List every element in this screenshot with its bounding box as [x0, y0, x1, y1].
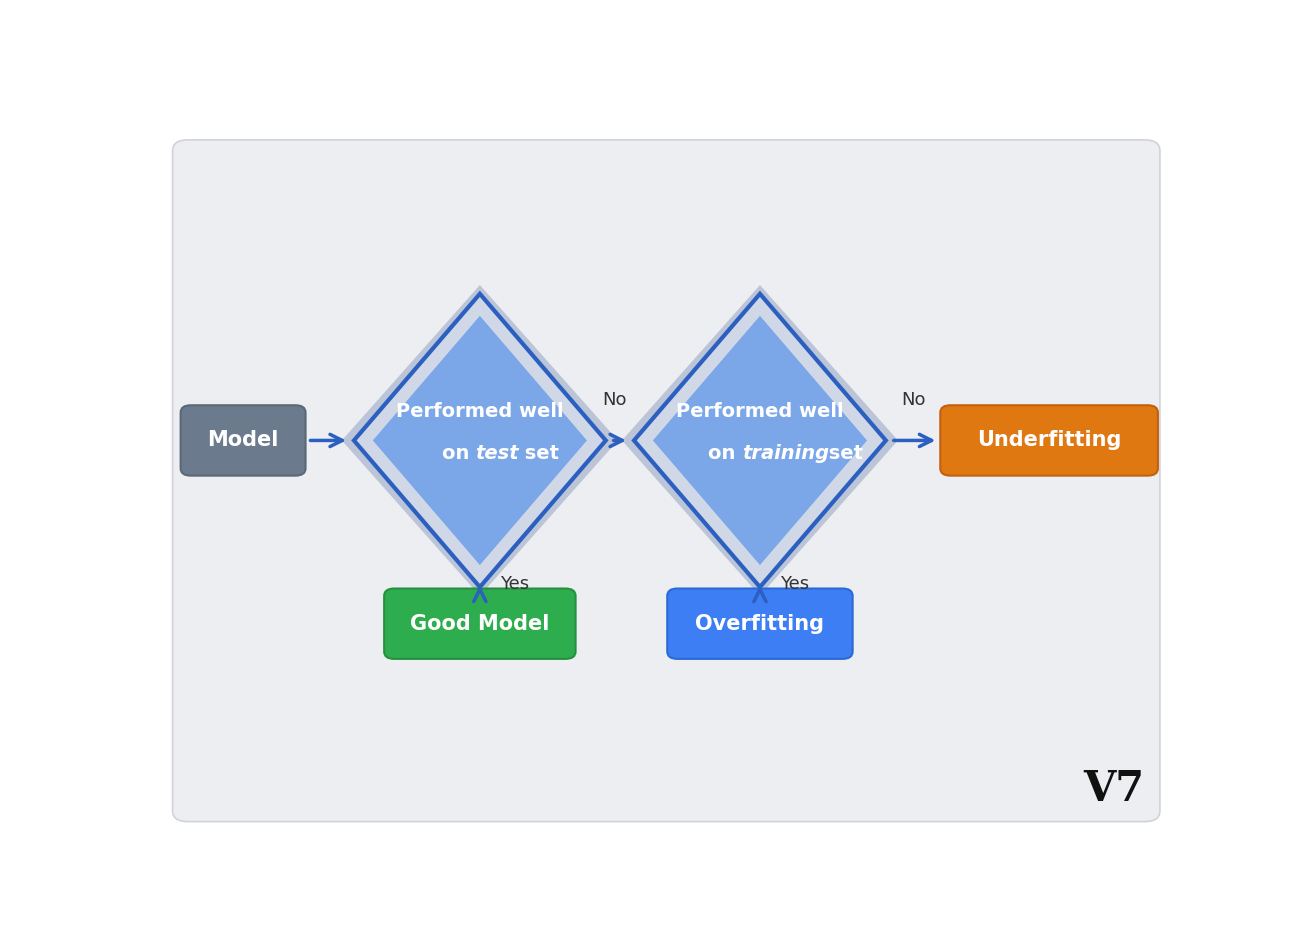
Text: set: set [519, 445, 559, 463]
Text: on: on [442, 445, 476, 463]
Text: Performed well: Performed well [676, 402, 844, 421]
Text: Overfitting: Overfitting [696, 614, 824, 634]
Text: on: on [707, 445, 742, 463]
FancyBboxPatch shape [181, 406, 306, 476]
Polygon shape [621, 285, 898, 596]
Text: Yes: Yes [780, 575, 809, 593]
Text: training: training [742, 445, 829, 463]
Text: set: set [823, 445, 863, 463]
FancyBboxPatch shape [940, 406, 1158, 476]
Text: Performed well: Performed well [396, 402, 564, 421]
Polygon shape [653, 316, 867, 565]
Text: Underfitting: Underfitting [976, 430, 1122, 450]
Polygon shape [342, 285, 618, 596]
FancyBboxPatch shape [385, 588, 576, 659]
FancyBboxPatch shape [667, 588, 853, 659]
Text: Good Model: Good Model [411, 614, 550, 634]
Text: No: No [603, 391, 627, 409]
Text: Model: Model [208, 430, 278, 450]
Polygon shape [373, 316, 586, 565]
Text: test: test [474, 445, 519, 463]
Text: No: No [901, 391, 926, 409]
FancyBboxPatch shape [173, 140, 1160, 822]
Polygon shape [634, 294, 885, 587]
Polygon shape [354, 294, 606, 587]
Text: V7: V7 [1083, 767, 1144, 809]
Text: Yes: Yes [500, 575, 529, 593]
